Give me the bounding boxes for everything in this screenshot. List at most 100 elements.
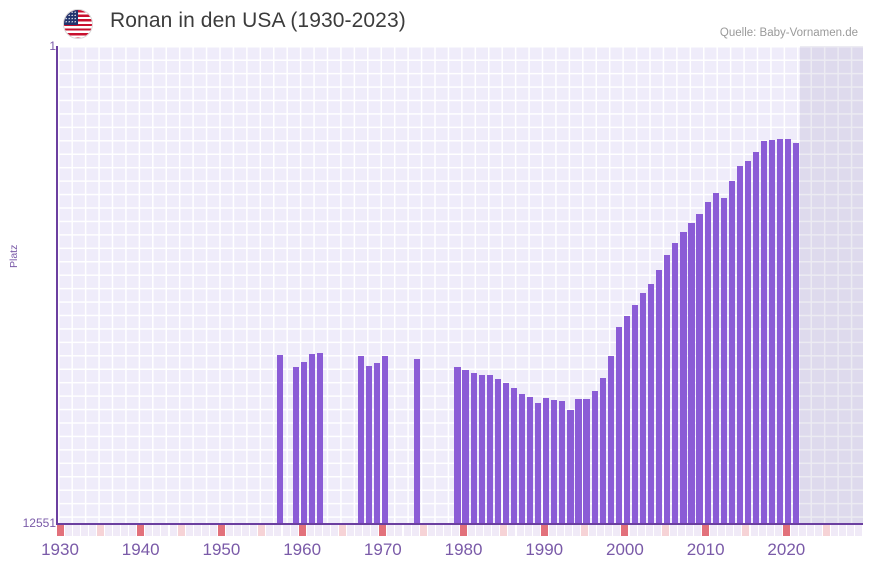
x-axis-tick bbox=[807, 525, 815, 536]
x-axis-tick bbox=[815, 525, 823, 536]
bar[interactable] bbox=[502, 382, 509, 524]
bar[interactable] bbox=[518, 393, 526, 524]
bar[interactable] bbox=[543, 397, 550, 524]
bar[interactable] bbox=[567, 410, 574, 524]
bar[interactable] bbox=[373, 362, 380, 524]
bar[interactable] bbox=[639, 293, 647, 524]
x-axis-tick-band bbox=[56, 525, 863, 536]
bar[interactable] bbox=[301, 362, 308, 524]
x-axis-tick bbox=[460, 525, 468, 536]
bar[interactable] bbox=[559, 401, 566, 524]
bar[interactable] bbox=[631, 304, 639, 524]
bar[interactable] bbox=[664, 254, 671, 524]
bar[interactable] bbox=[309, 354, 316, 524]
bar[interactable] bbox=[736, 166, 743, 524]
x-axis-tick bbox=[64, 525, 72, 536]
bar[interactable] bbox=[527, 397, 534, 524]
bar[interactable] bbox=[615, 327, 622, 524]
bar[interactable] bbox=[414, 358, 421, 524]
bar[interactable] bbox=[470, 373, 477, 524]
x-axis-tick bbox=[137, 525, 145, 536]
x-axis-tick-label: 2010 bbox=[686, 540, 725, 559]
x-axis-tick bbox=[637, 525, 645, 536]
bar[interactable] bbox=[292, 367, 300, 524]
x-axis-tick-label: 1940 bbox=[121, 540, 160, 559]
bar[interactable] bbox=[785, 138, 792, 524]
x-axis-tick bbox=[250, 525, 258, 536]
x-axis-tick bbox=[56, 525, 64, 536]
x-axis-tick-label: 1980 bbox=[444, 540, 483, 559]
x-axis-tick bbox=[831, 525, 839, 536]
x-axis-tick bbox=[823, 525, 831, 536]
bar[interactable] bbox=[551, 399, 558, 524]
bar[interactable] bbox=[462, 369, 469, 524]
x-axis-tick bbox=[661, 525, 669, 536]
x-axis-tick bbox=[629, 525, 637, 536]
x-axis-tick bbox=[411, 525, 419, 536]
bar[interactable] bbox=[720, 198, 727, 524]
x-axis-tick-label: 1960 bbox=[283, 540, 322, 559]
bar[interactable] bbox=[381, 355, 388, 524]
plot-area bbox=[56, 46, 863, 524]
bar[interactable] bbox=[744, 161, 752, 524]
bar[interactable] bbox=[454, 366, 461, 524]
bar[interactable] bbox=[599, 378, 606, 524]
x-axis-tick bbox=[427, 525, 435, 536]
bar[interactable] bbox=[510, 387, 518, 524]
bar[interactable] bbox=[769, 140, 776, 524]
x-axis-tick bbox=[104, 525, 112, 536]
bar[interactable] bbox=[486, 375, 493, 524]
bar[interactable] bbox=[680, 231, 687, 524]
x-axis-tick bbox=[80, 525, 88, 536]
bar[interactable] bbox=[648, 283, 655, 524]
x-axis-tick bbox=[96, 525, 104, 536]
bar[interactable] bbox=[583, 399, 590, 524]
bar[interactable] bbox=[607, 355, 614, 524]
x-axis-tick bbox=[177, 525, 185, 536]
x-axis-tick bbox=[702, 525, 710, 536]
bar[interactable] bbox=[535, 402, 542, 524]
x-axis-tick bbox=[298, 525, 306, 536]
x-axis-tick bbox=[169, 525, 177, 536]
y-axis-bottom-label: 12551 bbox=[22, 516, 56, 530]
x-axis-tick-label: 1930 bbox=[41, 540, 79, 559]
bar[interactable] bbox=[317, 352, 324, 524]
x-axis-tick bbox=[387, 525, 395, 536]
bar[interactable] bbox=[672, 242, 679, 524]
bar[interactable] bbox=[357, 355, 364, 524]
x-axis-tick bbox=[847, 525, 855, 536]
x-axis-tick bbox=[201, 525, 209, 536]
bar[interactable] bbox=[276, 354, 284, 524]
x-axis-tick bbox=[209, 525, 217, 536]
x-axis-tick bbox=[435, 525, 443, 536]
bar[interactable] bbox=[761, 141, 768, 524]
bar[interactable] bbox=[793, 143, 800, 524]
bar[interactable] bbox=[365, 365, 372, 524]
x-axis-tick bbox=[217, 525, 225, 536]
bar[interactable] bbox=[688, 222, 695, 524]
bar[interactable] bbox=[728, 180, 735, 524]
bar[interactable] bbox=[696, 213, 703, 524]
x-axis-tick bbox=[653, 525, 661, 536]
x-axis-tick bbox=[621, 525, 629, 536]
bar[interactable] bbox=[494, 379, 501, 524]
x-axis-tick bbox=[686, 525, 693, 536]
bar[interactable] bbox=[656, 269, 663, 524]
bar[interactable] bbox=[623, 315, 631, 524]
bar[interactable] bbox=[575, 398, 582, 524]
bar[interactable] bbox=[752, 152, 760, 524]
x-axis-tick bbox=[274, 525, 282, 536]
x-axis-tick bbox=[855, 525, 863, 536]
x-axis-tick bbox=[774, 525, 782, 536]
x-axis-tick bbox=[379, 525, 387, 536]
x-axis-tick bbox=[613, 525, 621, 536]
x-axis-tick bbox=[508, 525, 516, 536]
x-axis-tick bbox=[492, 525, 500, 536]
x-axis-tick bbox=[266, 525, 274, 536]
bar[interactable] bbox=[712, 192, 719, 524]
bar[interactable] bbox=[478, 375, 485, 524]
bar[interactable] bbox=[591, 390, 598, 524]
x-axis-tick bbox=[226, 525, 233, 536]
bar[interactable] bbox=[704, 201, 711, 524]
bar[interactable] bbox=[777, 138, 784, 524]
